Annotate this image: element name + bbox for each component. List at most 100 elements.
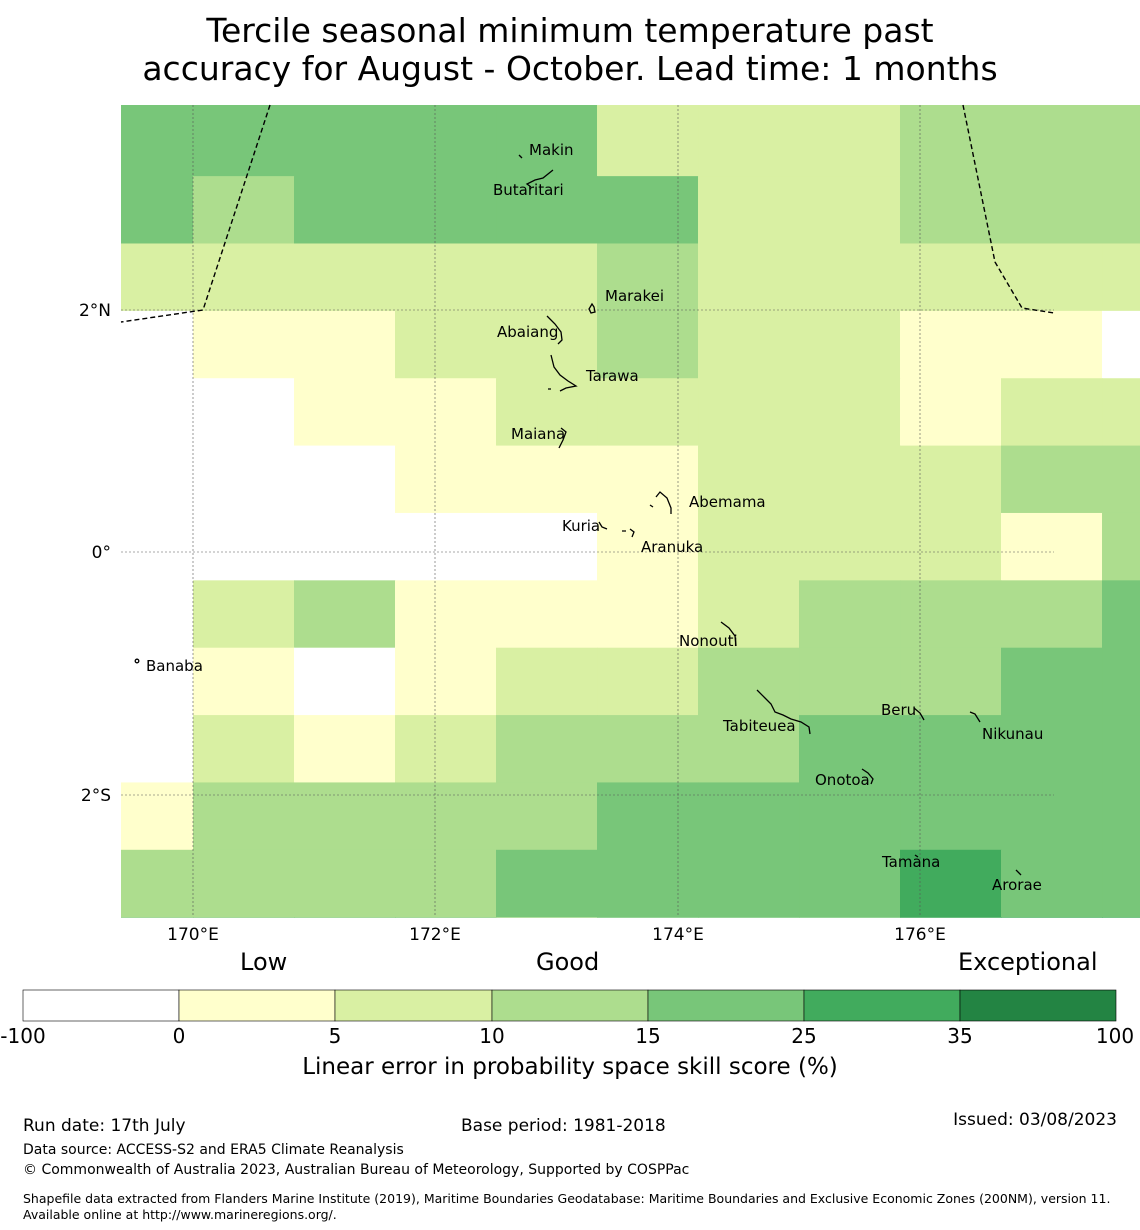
skill-cell	[698, 378, 800, 447]
legend-category-good: Good	[536, 948, 600, 976]
skill-cell	[900, 176, 1002, 244]
skill-cell	[597, 512, 699, 581]
place-label: Beru	[881, 701, 916, 719]
place-label: Aranuka	[641, 538, 703, 556]
skill-cell	[799, 445, 901, 514]
island-shape-makin	[518, 154, 523, 159]
skill-cell	[121, 176, 194, 244]
place-labels: Makin Butaritari Marakei Abaiang Tarawa …	[146, 141, 1043, 894]
skill-cell	[496, 715, 598, 783]
skill-cell	[496, 243, 598, 312]
skill-cell	[597, 445, 699, 514]
island-shape-tarawa	[548, 354, 578, 392]
skill-cell	[597, 310, 699, 379]
place-label: Abaiang	[497, 323, 558, 341]
skill-cell	[294, 580, 396, 649]
skill-cell	[121, 849, 194, 918]
skill-cell	[1102, 176, 1140, 244]
skill-cell	[496, 647, 598, 716]
skill-cell	[799, 512, 901, 581]
skill-cell	[1102, 445, 1140, 514]
skill-cell	[900, 243, 1002, 312]
skill-cell	[1001, 580, 1103, 649]
island-shape-marakei	[588, 302, 596, 314]
skill-cell	[395, 647, 497, 716]
skill-cell	[1102, 105, 1140, 177]
colorbar-segment	[22, 989, 180, 1022]
skill-cell	[597, 782, 699, 851]
skill-cell	[1102, 243, 1140, 312]
colorbar-tick-labels: -100 0 5 10 15 25 35 100	[0, 1024, 1134, 1048]
island-shape-beru	[913, 707, 925, 721]
skill-cell	[121, 378, 194, 447]
skill-cell	[799, 715, 901, 783]
skill-cell	[1001, 445, 1103, 514]
chart-title-line-2: accuracy for August - October. Lead time…	[142, 49, 998, 88]
skill-cell	[1102, 782, 1140, 851]
island-shape-abemama	[649, 491, 672, 514]
data-source: Data source: ACCESS-S2 and ERA5 Climate …	[23, 1142, 404, 1158]
skill-cell	[193, 310, 295, 379]
skill-cell	[698, 445, 800, 514]
skill-cell	[698, 715, 800, 783]
run-date: Run date: 17th July	[23, 1116, 186, 1136]
skill-cell	[395, 176, 497, 244]
colorbar-segment	[491, 989, 649, 1022]
skill-cell	[698, 917, 800, 918]
colorbar-tick-label: 15	[635, 1024, 660, 1048]
skill-cell	[294, 512, 396, 581]
skill-cell	[1102, 849, 1140, 918]
skill-cell	[496, 310, 598, 379]
skill-cell	[698, 310, 800, 379]
issued-date: Issued: 03/08/2023	[953, 1110, 1117, 1130]
skill-cell	[193, 715, 295, 783]
skill-cell	[395, 105, 497, 177]
skill-cell	[395, 445, 497, 514]
place-label: Tabiteuea	[722, 717, 796, 735]
skill-cell	[799, 176, 901, 244]
skill-cell	[294, 445, 396, 514]
legend-category-exceptional: Exceptional	[958, 948, 1098, 976]
skill-cell	[1102, 715, 1140, 783]
colorbar-tick-label: 0	[173, 1024, 186, 1048]
island-outlines	[134, 154, 1022, 876]
skill-cell	[395, 715, 497, 783]
island-shape-aranuka	[622, 528, 635, 538]
skill-cell	[193, 176, 295, 244]
skill-cell	[121, 310, 194, 379]
skill-cell	[193, 445, 295, 514]
skill-cell	[698, 512, 800, 581]
skill-cell	[294, 647, 396, 716]
skill-cell	[121, 105, 194, 177]
colorbar-tick-label: 35	[947, 1024, 972, 1048]
place-label: Tarawa	[585, 367, 639, 385]
skill-cell	[294, 715, 396, 783]
skill-cell	[698, 782, 800, 851]
skill-cell	[597, 176, 699, 244]
place-label: Marakei	[605, 287, 664, 305]
skill-cell	[193, 378, 295, 447]
skill-cell	[193, 580, 295, 649]
skill-cell	[294, 378, 396, 447]
lat-tick-label: 2°S	[81, 786, 111, 806]
skill-cell	[496, 782, 598, 851]
skill-cell	[597, 378, 699, 447]
skill-cell	[395, 580, 497, 649]
skill-cell	[193, 849, 295, 918]
eez-boundaries	[120, 104, 1055, 323]
axis-tick-labels: 170°E 172°E 174°E 176°E 2°N 0° 2°S	[79, 301, 946, 945]
skill-cell	[1102, 580, 1140, 649]
place-label: Maiana	[511, 425, 565, 443]
skill-cell	[395, 917, 497, 918]
graticule	[121, 105, 1054, 915]
skill-cell	[294, 176, 396, 244]
skill-cell	[597, 715, 699, 783]
island-shape-maiana	[558, 427, 567, 449]
skill-cell	[1001, 512, 1103, 581]
skill-cell	[1102, 647, 1140, 716]
skill-cell	[799, 105, 901, 177]
skill-cell	[900, 445, 1002, 514]
skill-cell	[597, 647, 699, 716]
colorbar-tick-label: 25	[791, 1024, 816, 1048]
